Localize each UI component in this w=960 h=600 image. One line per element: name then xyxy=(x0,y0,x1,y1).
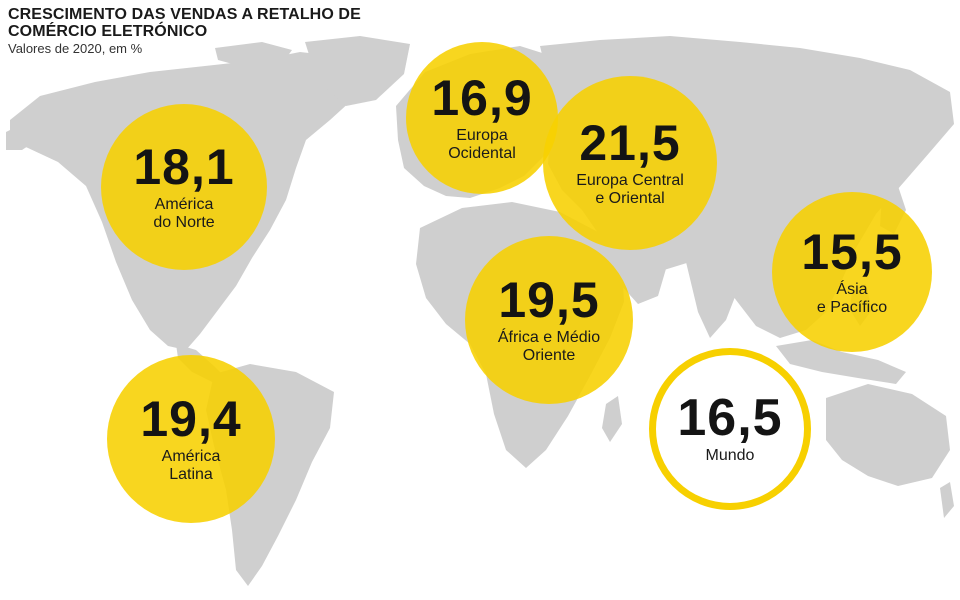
bubble-mundo: 16,5 Mundo xyxy=(649,348,811,510)
landmass-alaska xyxy=(6,118,40,150)
label-africa-medio-oriente: África e Médio Oriente xyxy=(497,329,601,364)
label-mundo: Mundo xyxy=(705,447,755,464)
landmass-indonesia xyxy=(776,340,906,384)
value-mundo: 16,5 xyxy=(677,389,783,447)
landmass-india xyxy=(686,258,740,338)
bubble-america-latina: 19,4 América Latina xyxy=(107,355,275,523)
label-asia-pacifico: Ásia e Pacífico xyxy=(816,281,888,316)
chart-header: CRESCIMENTO DAS VENDAS A RETALHO DE COMÉ… xyxy=(8,6,368,57)
bubble-africa-medio-oriente: 19,5 África e Médio Oriente xyxy=(465,236,633,404)
landmass-madagascar xyxy=(602,396,622,442)
landmass-greenland xyxy=(305,36,410,106)
landmass-new-zealand xyxy=(940,482,954,518)
value-america-latina: 19,4 xyxy=(140,391,242,447)
bubble-europa-central-oriental: 21,5 Europa Central e Oriental xyxy=(543,76,717,250)
label-europa-central-oriental: Europa Central e Oriental xyxy=(576,172,684,207)
bubble-europa-ocidental: 16,9 Europa Ocidental xyxy=(406,42,558,194)
bubble-asia-pacifico: 15,5 Ásia e Pacífico xyxy=(772,192,932,352)
value-america-do-norte: 18,1 xyxy=(133,139,235,195)
chart-title: CRESCIMENTO DAS VENDAS A RETALHO DE COMÉ… xyxy=(8,6,361,40)
value-africa-medio-oriente: 19,5 xyxy=(498,272,600,328)
landmass-arctic-islands xyxy=(215,42,292,66)
label-europa-ocidental: Europa Ocidental xyxy=(448,127,516,162)
chart-subtitle: Valores de 2020, em % xyxy=(8,41,143,56)
landmass-arabia xyxy=(604,240,668,304)
label-america-do-norte: América do Norte xyxy=(153,196,215,231)
bubble-america-do-norte: 18,1 América do Norte xyxy=(101,104,267,270)
value-asia-pacifico: 15,5 xyxy=(801,224,903,280)
landmass-australia xyxy=(826,384,950,486)
value-europa-ocidental: 16,9 xyxy=(431,70,533,126)
value-europa-central-oriental: 21,5 xyxy=(579,115,681,171)
label-america-latina: América Latina xyxy=(161,448,221,483)
